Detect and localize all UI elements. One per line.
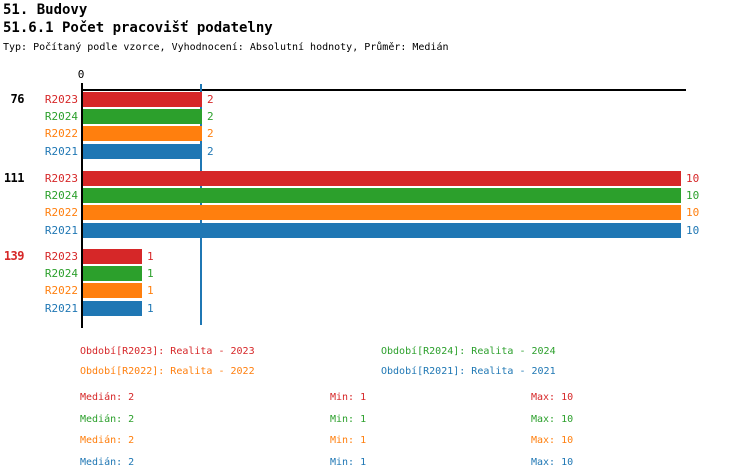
stat-max: Max: 10 xyxy=(531,414,574,425)
bar-value-label: 2 xyxy=(207,110,214,123)
bar-row-label-r2022: R2022 xyxy=(44,206,78,219)
report-subtitle: 51.6.1 Počet pracovišť podatelny xyxy=(3,20,273,36)
median-line xyxy=(200,84,202,325)
bar-row-label-r2024: R2024 xyxy=(44,267,78,280)
legend-item-r2021: Období[R2021]: Realita - 2021 xyxy=(381,366,556,377)
bar-r2021 xyxy=(83,301,142,316)
bar-chart: 0 76 R2023 2 R2024 2 R2022 2 R2021 2 111 R2023 10 R2… xyxy=(3,68,700,328)
x-axis-line xyxy=(81,89,686,91)
stat-max: Max: 10 xyxy=(531,392,574,403)
x-axis-zero-label: 0 xyxy=(77,68,85,81)
stat-median: Medián: 2 xyxy=(80,457,135,468)
legend-item-r2022: Období[R2022]: Realita - 2022 xyxy=(80,366,255,377)
legend-item-r2023: Období[R2023]: Realita - 2023 xyxy=(80,346,255,357)
bar-row-label-r2021: R2021 xyxy=(44,302,78,315)
bar-row-label-r2024: R2024 xyxy=(44,110,78,123)
group-count-label: 76 xyxy=(10,92,25,106)
legend-item-r2024: Období[R2024]: Realita - 2024 xyxy=(381,346,556,357)
bar-row-label-r2024: R2024 xyxy=(44,189,78,202)
bar-value-label: 10 xyxy=(686,172,700,185)
stat-min: Min: 1 xyxy=(330,435,367,446)
group-count-label: 111 xyxy=(3,171,25,185)
bar-value-label: 1 xyxy=(147,250,154,263)
bar-value-label: 2 xyxy=(207,145,214,158)
y-axis-line xyxy=(81,83,83,328)
bar-value-label: 10 xyxy=(686,206,700,219)
bar-row-label-r2023: R2023 xyxy=(44,172,78,185)
bar-value-label: 1 xyxy=(147,267,154,280)
bar-row-label-r2021: R2021 xyxy=(44,224,78,237)
stat-min: Min: 1 xyxy=(330,457,367,468)
group-count-label: 139 xyxy=(3,249,25,263)
bar-value-label: 1 xyxy=(147,302,154,315)
stat-median: Medián: 2 xyxy=(80,435,135,446)
stat-median: Medián: 2 xyxy=(80,392,135,403)
bar-r2022 xyxy=(83,283,142,298)
bar-value-label: 10 xyxy=(686,224,700,237)
report-title: 51. Budovy xyxy=(3,2,88,18)
stat-max: Max: 10 xyxy=(531,435,574,446)
bar-r2024 xyxy=(83,109,202,124)
bar-r2023 xyxy=(83,249,142,264)
bar-row-label-r2022: R2022 xyxy=(44,127,78,140)
bar-row-label-r2023: R2023 xyxy=(44,250,78,263)
bar-r2024 xyxy=(83,188,681,203)
bar-value-label: 2 xyxy=(207,93,214,106)
bar-r2023 xyxy=(83,92,202,107)
stat-min: Min: 1 xyxy=(330,414,367,425)
bar-row-label-r2021: R2021 xyxy=(44,145,78,158)
bar-row-label-r2022: R2022 xyxy=(44,284,78,297)
bar-r2022 xyxy=(83,205,681,220)
bar-r2024 xyxy=(83,266,142,281)
bar-value-label: 1 xyxy=(147,284,154,297)
bar-r2022 xyxy=(83,126,202,141)
bar-value-label: 10 xyxy=(686,189,700,202)
bar-value-label: 2 xyxy=(207,127,214,140)
bar-r2023 xyxy=(83,171,681,186)
bar-r2021 xyxy=(83,223,681,238)
bar-r2021 xyxy=(83,144,202,159)
bar-row-label-r2023: R2023 xyxy=(44,93,78,106)
stat-max: Max: 10 xyxy=(531,457,574,468)
report-meta-line: Typ: Počítaný podle vzorce, Vyhodnocení:… xyxy=(3,42,449,53)
stat-min: Min: 1 xyxy=(330,392,367,403)
stat-median: Medián: 2 xyxy=(80,414,135,425)
